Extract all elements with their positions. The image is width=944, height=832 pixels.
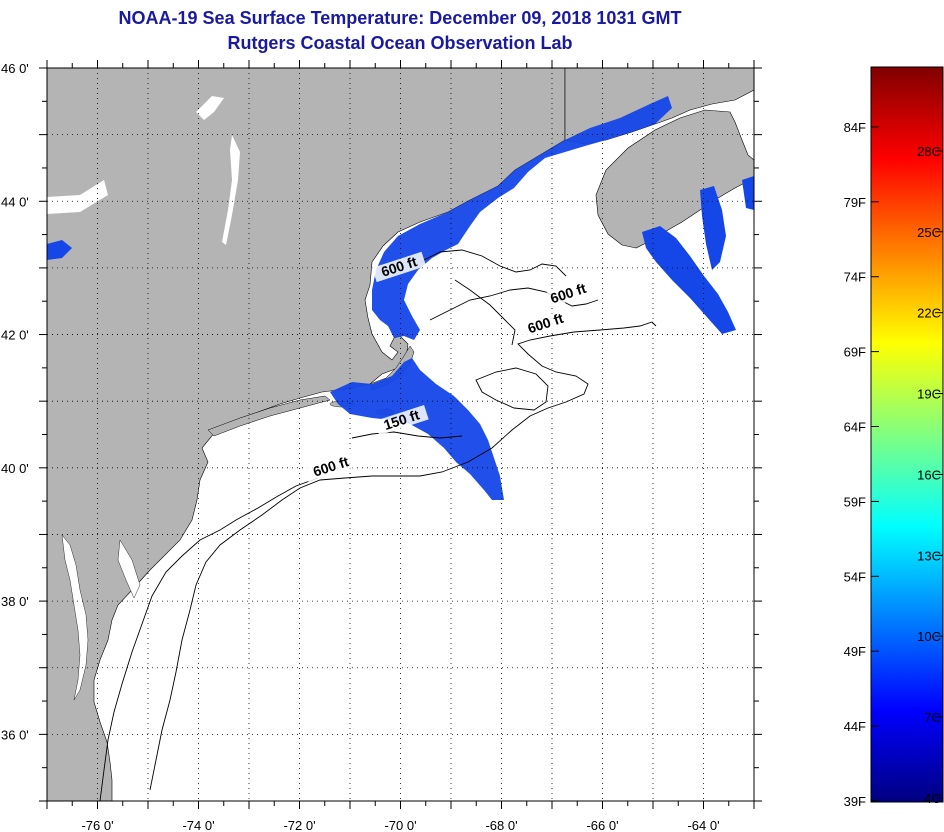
lake-champlain [222, 135, 240, 245]
lat-label: 44 0' [1, 194, 29, 209]
colorbar-label-c: 4C [924, 791, 941, 806]
lon-label: -64 0' [687, 818, 719, 832]
colorbar-label-c: 25C [917, 225, 941, 240]
lon-label: -76 0' [81, 818, 113, 832]
sst-scotian-shelf-2 [700, 186, 726, 270]
lat-label: 42 0' [1, 328, 29, 343]
lon-label: -70 0' [384, 818, 416, 832]
colorbar-label-f: 39F [844, 794, 866, 809]
water-chesapeake-bay [61, 534, 89, 701]
map-title: NOAA-19 Sea Surface Temperature: Decembe… [118, 8, 682, 28]
lat-label: 36 0' [1, 727, 29, 742]
water-delaware-bay [117, 539, 141, 599]
lat-label: 46 0' [1, 61, 29, 76]
colorbar-label-f: 44F [844, 719, 866, 734]
lon-label: -72 0' [283, 818, 315, 832]
colorbar-label-f: 79F [844, 195, 866, 210]
lon-label: -74 0' [182, 818, 214, 832]
land-nova-scotia [595, 109, 754, 249]
lat-lon-grid [47, 68, 754, 801]
colorbar-label-c: 22C [917, 306, 941, 321]
lake-b [47, 180, 108, 214]
colorbar-label-f: 69F [844, 345, 866, 360]
colorbar-label-c: 28C [917, 144, 941, 159]
land-long-island [207, 395, 331, 437]
colorbar-label-f: 54F [844, 569, 866, 584]
colorbar-label-c: 7C [924, 710, 941, 725]
colorbar-label-c: 19C [917, 387, 941, 402]
sst-lake-west [47, 240, 72, 260]
colorbar-label-f: 74F [844, 270, 866, 285]
colorbar-label-f: 49F [844, 644, 866, 659]
colorbar-label-c: 10C [917, 629, 941, 644]
lat-label: 40 0' [1, 461, 29, 476]
colorbar-label-c: 13C [917, 548, 941, 563]
map-ticks [39, 60, 762, 809]
map-subtitle: Rutgers Coastal Ocean Observation Lab [227, 33, 573, 53]
lake-a [196, 96, 224, 120]
colorbar [870, 66, 944, 803]
colorbar-labels: 84F 79F 74F 69F 64F 59F 54F 49F 44F 39F 28C 25C 22C 1… [844, 120, 943, 809]
colorbar-label-f: 64F [844, 420, 866, 435]
depth-contours [99, 249, 657, 801]
lat-label: 38 0' [1, 594, 29, 609]
axis-labels: 46 0' 44 0' 42 0' 40 0' 38 0' 36 0' -76 0' -74 … [1, 61, 720, 832]
sst-scotian-shelf-3 [742, 176, 754, 210]
colorbar-label-c: 16C [917, 467, 941, 482]
lon-label: -68 0' [485, 818, 517, 832]
lon-label: -66 0' [586, 818, 618, 832]
colorbar-label-f: 59F [844, 494, 866, 509]
sst-scotian-shelf-1 [642, 226, 736, 334]
sst-gulf-of-maine [372, 96, 672, 340]
colorbar-label-f: 84F [844, 120, 866, 135]
